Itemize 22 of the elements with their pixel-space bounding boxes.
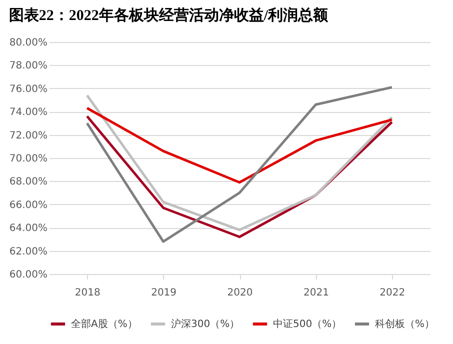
x-tick-label: 2021 (303, 288, 329, 298)
y-tick-label: 66.00% (9, 200, 48, 211)
legend-label: 科创板（%） (375, 318, 435, 330)
x-tick-label: 2019 (151, 288, 177, 298)
line-series (86, 106, 394, 184)
y-tick-label: 80.00% (9, 38, 48, 48)
chart-title: 图表22：2022年各板块经营活动净收益/利润总额 (8, 6, 330, 24)
y-tick-label: 78.00% (9, 60, 48, 72)
y-tick-label: 64.00% (9, 223, 48, 234)
y-tick-label: 76.00% (9, 84, 48, 95)
x-tick-label: 2022 (380, 288, 406, 298)
y-tick-label: 70.00% (9, 154, 48, 164)
x-tick-label: 2020 (227, 288, 253, 298)
y-tick-label: 62.00% (9, 246, 48, 258)
y-tick-label: 68.00% (9, 176, 48, 188)
x-tick-label: 2018 (74, 288, 100, 298)
legend-label: 沪深300（%） (171, 318, 240, 330)
legend-label: 中证500（%） (273, 318, 342, 330)
y-tick-label: 60.00% (9, 270, 48, 280)
legend-label: 全部A股（%） (71, 318, 138, 330)
y-tick-label: 72.00% (9, 130, 48, 142)
y-tick-label: 74.00% (9, 107, 48, 118)
